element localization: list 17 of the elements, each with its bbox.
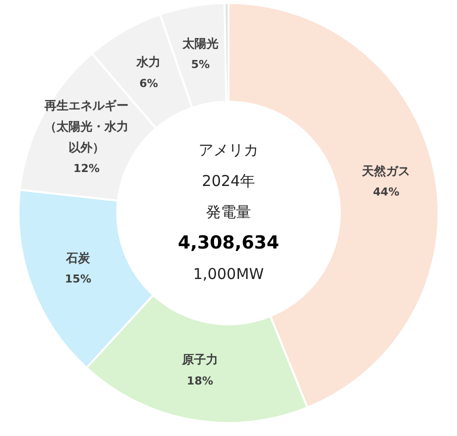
- text: 2024年: [202, 172, 256, 190]
- data-label: 15%: [64, 272, 92, 286]
- text: アメリカ: [198, 140, 258, 159]
- slice-label: 再生エネルギー（太陽光・水力以外）: [44, 98, 129, 154]
- data-label: 18%: [186, 374, 214, 388]
- slice-label: 石炭: [65, 251, 92, 266]
- slice-label: 太陽光: [181, 36, 218, 50]
- data-label: 44%: [373, 186, 400, 199]
- text: 発電量: [206, 202, 251, 221]
- data-label: 12%: [73, 162, 100, 176]
- text: 1,000MW: [193, 264, 264, 283]
- text: 4,308,634: [178, 232, 280, 254]
- data-label: 6%: [139, 76, 158, 90]
- slice-label: 天然ガス: [361, 164, 410, 178]
- data-label: 5%: [191, 58, 210, 72]
- slice-label: 原子力: [180, 352, 218, 367]
- slice-label: 水力: [136, 55, 161, 70]
